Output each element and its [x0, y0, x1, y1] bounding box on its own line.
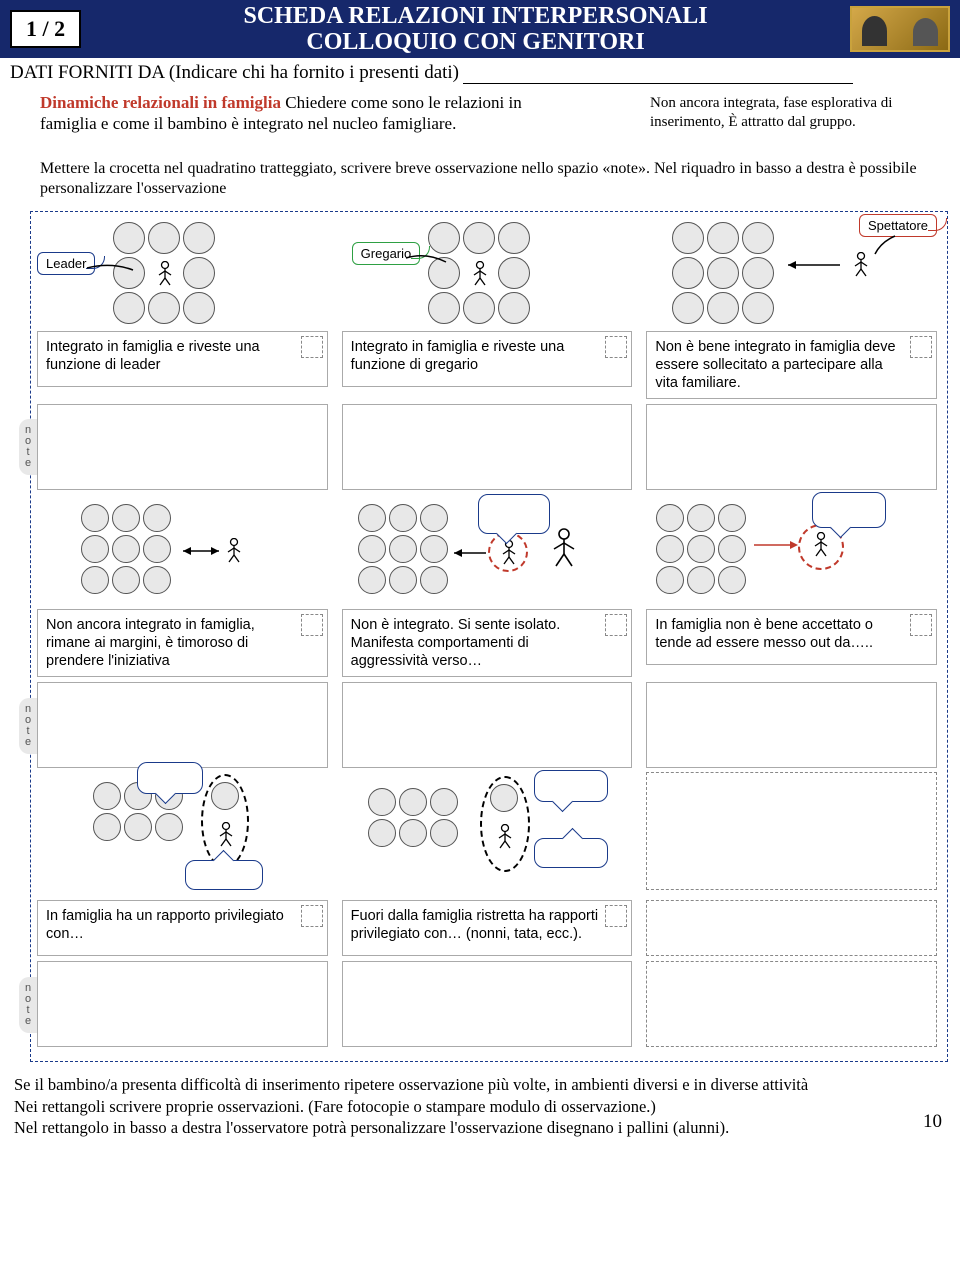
- intro-right: Non ancora integrata, fase esplorativa d…: [650, 92, 930, 135]
- dati-forniti-line: DATI FORNITI DA (Indicare chi ha fornito…: [0, 58, 960, 86]
- page-number: 10: [923, 1110, 942, 1135]
- footer: Se il bambino/a presenta difficoltà di i…: [0, 1068, 960, 1148]
- header-bar: 1 / 2 SCHEDA RELAZIONI INTERPERSONALI CO…: [0, 0, 960, 58]
- speech-outside-bottom: [534, 838, 608, 868]
- diagram-marginal: [33, 498, 332, 603]
- custom-diagram-box[interactable]: [646, 772, 937, 890]
- note-row-2: note: [33, 683, 941, 768]
- diagram-row-3: [33, 774, 941, 894]
- note-r1c3[interactable]: [646, 404, 937, 490]
- page-indicator: 1 / 2: [10, 10, 81, 48]
- note-row-3: note: [33, 962, 941, 1047]
- caption-r1c1: Integrato in famiglia e riveste una funz…: [37, 331, 328, 387]
- diagram-row-1: Leader Gregario: [33, 220, 941, 325]
- note-r2c3[interactable]: [646, 682, 937, 768]
- note-r3c2[interactable]: [342, 961, 633, 1047]
- diagram-gregario: Gregario: [338, 220, 637, 325]
- caption-row-2: Non ancora integrato in famiglia, rimane…: [33, 609, 941, 677]
- note-r2c1[interactable]: [37, 682, 328, 768]
- caption-row-3: In famiglia ha un rapporto privilegiato …: [33, 900, 941, 956]
- diagram-leader: Leader: [33, 220, 332, 325]
- note-r1c1[interactable]: [37, 404, 328, 490]
- dati-blank-line[interactable]: [463, 83, 853, 84]
- diagram-spettatore: Spettatore: [642, 220, 941, 325]
- note-r1c2[interactable]: [342, 404, 633, 490]
- diagram-privileged: [33, 774, 332, 889]
- diagram-rejected: [642, 498, 941, 603]
- intro-row: Dinamiche relazionali in famiglia Chiede…: [0, 86, 960, 141]
- caption-row-1: Integrato in famiglia e riveste una funz…: [33, 331, 941, 399]
- caption-r2c2: Non è integrato. Si sente isolato. Manif…: [342, 609, 633, 677]
- speech-bubble-rejected: [812, 492, 886, 528]
- caption-r1c2: Integrato in famiglia e riveste una funz…: [342, 331, 633, 387]
- diagram-isolated: [338, 498, 637, 603]
- caption-r2c3: In famiglia non è bene accettato o tende…: [646, 609, 937, 665]
- diagram-row-2: [33, 498, 941, 603]
- custom-note-box[interactable]: [646, 961, 937, 1047]
- caption-r3c2: Fuori dalla famiglia ristretta ha rappor…: [342, 900, 633, 956]
- header-title: SCHEDA RELAZIONI INTERPERSONALI COLLOQUI…: [101, 3, 850, 56]
- note-row-1: note: [33, 405, 941, 490]
- speech-priv-bottom: [185, 860, 263, 890]
- custom-caption-box[interactable]: [646, 900, 937, 956]
- instruction-text: Mettere la crocetta nel quadratino tratt…: [0, 141, 960, 207]
- caption-r2c1: Non ancora integrato in famiglia, rimane…: [37, 609, 328, 677]
- caption-r1c3: Non è bene integrato in famiglia deve es…: [646, 331, 937, 399]
- caption-r3c1: In famiglia ha un rapporto privilegiato …: [37, 900, 328, 956]
- diagram-outside-family: [338, 774, 637, 889]
- note-r2c2[interactable]: [342, 682, 633, 768]
- observation-container: Leader Gregario: [30, 211, 948, 1063]
- speech-bubble-isolated: [478, 494, 550, 534]
- speech-outside-top: [534, 770, 608, 802]
- note-r3c1[interactable]: [37, 961, 328, 1047]
- intro-left: Dinamiche relazionali in famiglia Chiede…: [40, 92, 530, 135]
- speech-priv-top: [137, 762, 203, 794]
- header-photo: [850, 6, 950, 52]
